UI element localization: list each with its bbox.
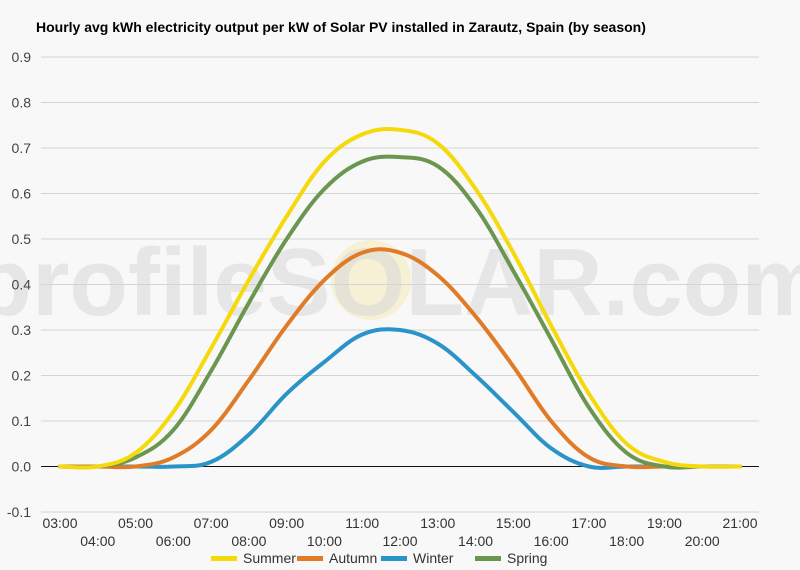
x-tick-label: 19:00 (647, 515, 682, 531)
legend-label: Summer (243, 550, 296, 566)
y-tick-label: 0.6 (12, 186, 32, 202)
legend-item-spring[interactable]: Spring (475, 550, 547, 566)
series-line-spring (58, 154, 742, 470)
legend-swatch (475, 556, 501, 561)
legend-swatch (297, 556, 323, 561)
legend-item-summer[interactable]: Summer (211, 550, 296, 566)
legend-item-autumn[interactable]: Autumn (297, 550, 377, 566)
x-tick-label: 18:00 (609, 533, 644, 549)
legend-label: Autumn (329, 550, 377, 566)
x-tick-label: 10:00 (307, 533, 342, 549)
y-tick-label: 0.4 (12, 277, 32, 293)
x-tick-label: 15:00 (496, 515, 531, 531)
y-tick-label: 0.8 (12, 95, 32, 111)
x-tick-label: 13:00 (420, 515, 455, 531)
x-tick-label: 07:00 (194, 515, 229, 531)
series-line-winter (58, 327, 742, 470)
x-tick-label: 20:00 (685, 533, 720, 549)
x-tick-label: 17:00 (571, 515, 606, 531)
y-axis: -0.1 0.0 0.1 0.2 0.3 0.4 0.5 0.6 0.7 0.8 0.9 (7, 49, 31, 520)
x-tick-label: 11:00 (345, 515, 379, 531)
x-tick-label: 12:00 (382, 533, 417, 549)
x-tick-label: 04:00 (80, 533, 115, 549)
series-lines (58, 127, 742, 470)
y-tick-label: 0.5 (12, 231, 32, 247)
x-tick-label: 14:00 (458, 533, 493, 549)
legend-item-winter[interactable]: Winter (381, 550, 454, 566)
legend-swatch (211, 556, 237, 561)
legend[interactable]: Summer Autumn Winter Spring (211, 550, 547, 566)
y-tick-label: 0.1 (12, 413, 32, 429)
watermark: profileSOLAR.com (0, 229, 800, 336)
watermark-text: profileSOLAR.com (0, 229, 800, 336)
series-line-summer (58, 127, 742, 470)
legend-label: Spring (507, 550, 547, 566)
x-tick-label: 09:00 (269, 515, 304, 531)
chart-title: Hourly avg kWh electricity output per kW… (36, 19, 646, 35)
y-tick-label: 0.2 (12, 368, 32, 384)
y-tick-label: 0.3 (12, 322, 32, 338)
y-tick-label: -0.1 (7, 504, 31, 520)
x-tick-label: 08:00 (231, 533, 266, 549)
legend-swatch (381, 556, 407, 561)
x-tick-label: 03:00 (42, 515, 77, 531)
x-tick-label: 06:00 (156, 533, 191, 549)
x-tick-label: 05:00 (118, 515, 153, 531)
y-tick-label: 0.0 (12, 459, 32, 475)
legend-label: Winter (413, 550, 454, 566)
series-line-autumn (58, 247, 742, 470)
x-tick-label: 16:00 (534, 533, 569, 549)
x-axis: 03:0004:0005:0006:0007:0008:0009:0010:00… (42, 515, 757, 549)
y-tick-label: 0.9 (12, 49, 32, 65)
x-tick-label: 21:00 (722, 515, 757, 531)
y-tick-label: 0.7 (12, 140, 32, 156)
